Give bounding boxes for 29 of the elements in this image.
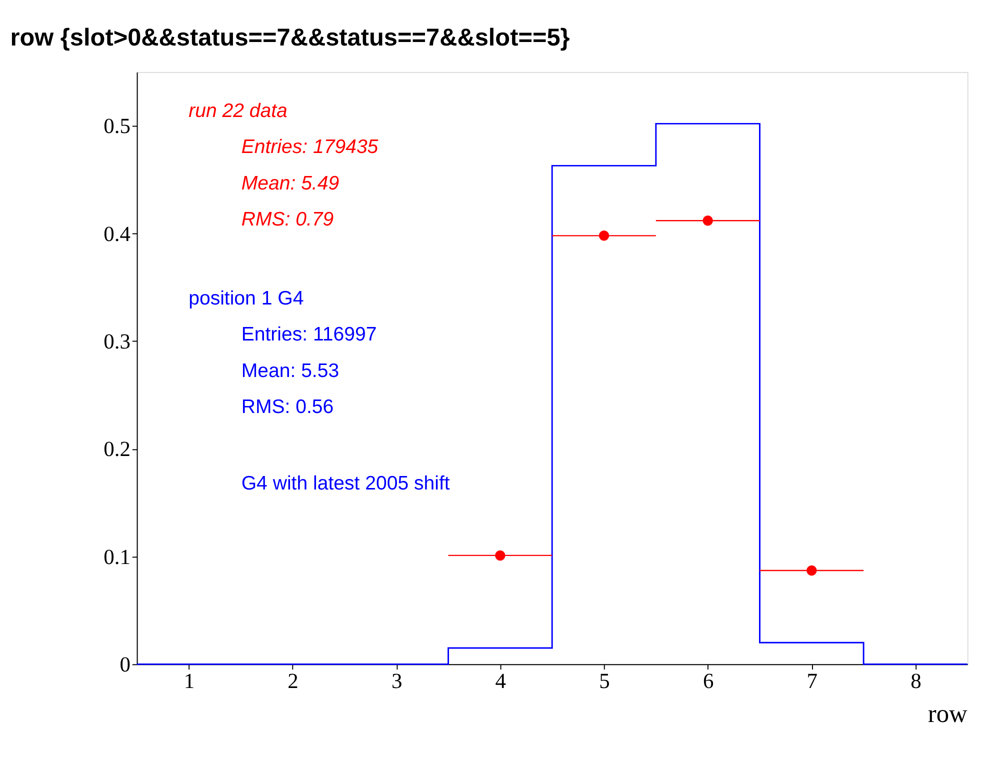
x-tick-label: 1	[184, 669, 195, 694]
y-tick-label: 0.1	[104, 544, 130, 569]
annotation: G4 with latest 2005 shift	[241, 472, 450, 494]
x-axis-title: row	[928, 700, 968, 728]
point	[598, 230, 610, 241]
y-tick-label: 0.4	[104, 222, 131, 246]
y-tick-label: 0	[120, 652, 130, 677]
y-tick-label: 0.2	[104, 437, 130, 462]
x-tick-label: 6	[702, 669, 714, 694]
x-tick-label: 4	[495, 669, 506, 694]
annotation: Entries: 116997	[241, 324, 377, 346]
y-tick-label: 0.3	[104, 330, 130, 354]
annotation: RMS: 0.79	[241, 208, 334, 230]
annotation: Mean: 5.53	[241, 360, 340, 382]
y-tick-label: 0.5	[104, 114, 130, 138]
point	[495, 550, 506, 561]
x-tick-label: 2	[288, 669, 298, 694]
text: position 1 G4	[188, 288, 304, 310]
chart-title: row {slot>0&&status==7&&status==7&&slot==5}	[10, 24, 570, 52]
x-tick-label: 3	[391, 669, 402, 694]
x-tick-label: 8	[910, 669, 922, 694]
annotation: RMS: 0.56	[241, 396, 334, 418]
x-tick-label: 5	[599, 669, 610, 694]
point	[806, 565, 817, 576]
annotation: Entries: 179435	[241, 136, 378, 158]
x-tick-label: 7	[806, 669, 818, 694]
point	[702, 215, 713, 226]
annotation: Mean: 5.49	[241, 172, 340, 194]
text: run 22 data	[188, 100, 288, 122]
